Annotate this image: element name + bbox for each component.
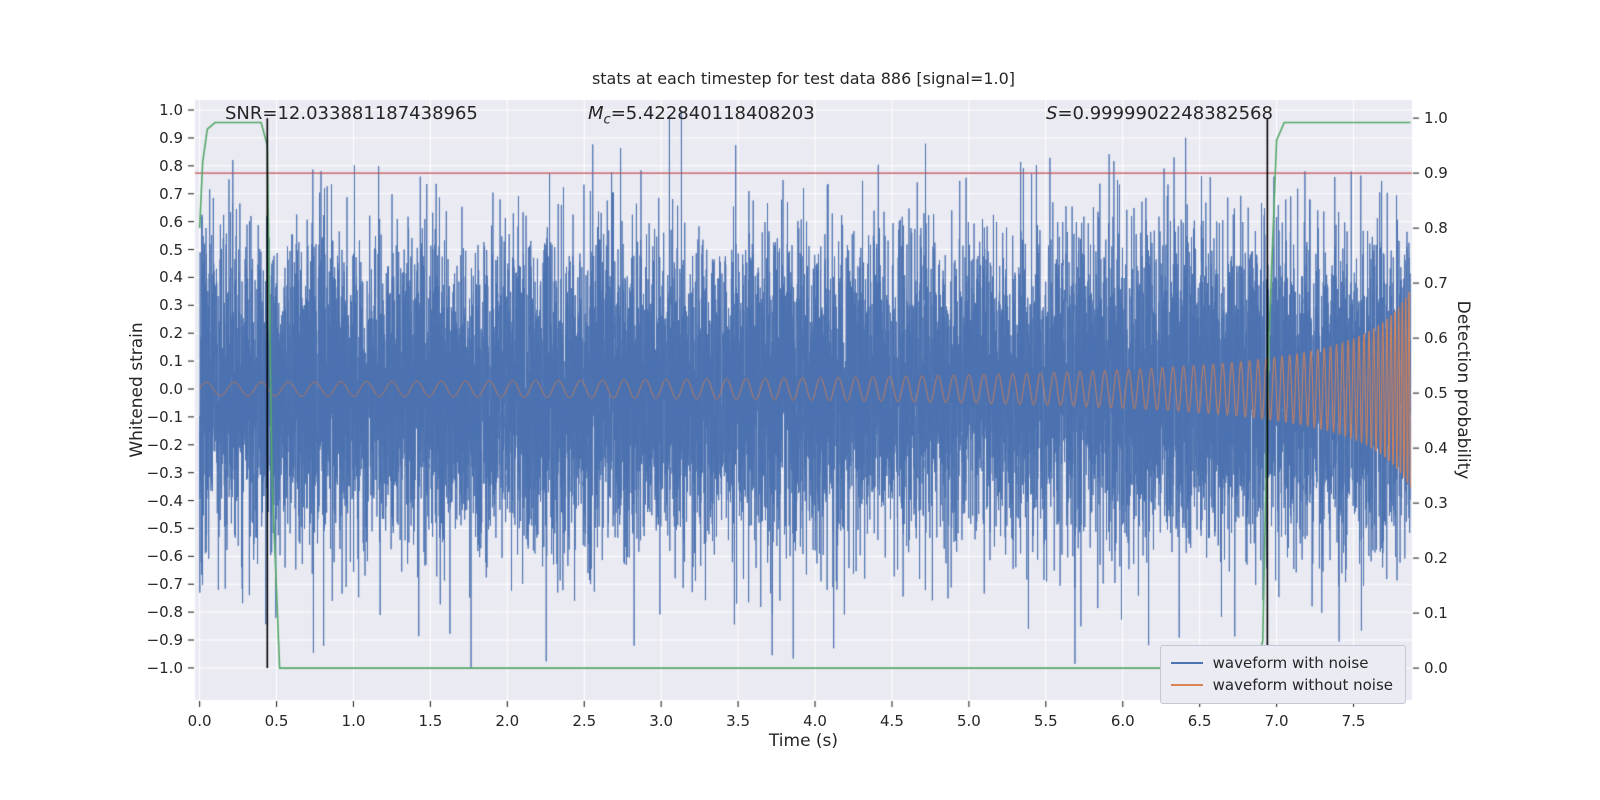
legend-label-noise: waveform with noise: [1212, 654, 1369, 672]
annotation-snr: SNR=12.033881187438965: [225, 103, 478, 124]
x-axis-label: Time (s): [768, 731, 839, 751]
legend-item-signal: waveform without noise: [1170, 674, 1393, 696]
legend: waveform with noise waveform without noi…: [1159, 645, 1406, 704]
annotation-chirp-mass: Mc=5.422840118408203: [588, 103, 815, 128]
annotation-significance: S=0.9999902248382568: [1046, 103, 1273, 124]
annotation-mc-symbol: M: [588, 103, 604, 124]
annotation-snr-text: SNR=12.033881187438965: [225, 103, 478, 124]
chart-title: stats at each timestep for test data 886…: [591, 69, 1016, 88]
annotation-s-value: =0.9999902248382568: [1057, 103, 1273, 124]
legend-label-signal: waveform without noise: [1212, 676, 1393, 694]
legend-swatch-signal: [1170, 684, 1203, 686]
annotation-mc-subscript: c: [603, 112, 611, 128]
y-axis-label-right: Detection probability: [1453, 300, 1473, 480]
annotation-mc-value: =5.422840118408203: [610, 103, 815, 124]
annotation-s-symbol: S: [1046, 103, 1058, 124]
legend-item-noise: waveform with noise: [1170, 652, 1393, 674]
legend-swatch-noise: [1170, 662, 1203, 664]
y-axis-label-left: Whitened strain: [127, 322, 147, 458]
